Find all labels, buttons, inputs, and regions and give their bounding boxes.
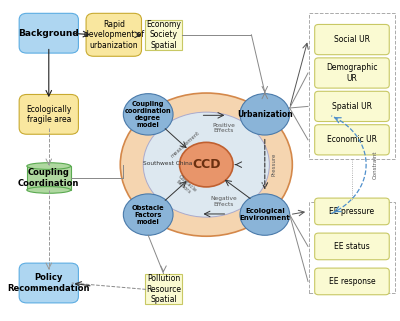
Text: CCD: CCD bbox=[192, 158, 220, 171]
Text: Spatial UR: Spatial UR bbox=[332, 102, 372, 111]
Text: measurement: measurement bbox=[170, 130, 201, 158]
Circle shape bbox=[123, 194, 173, 235]
Text: Rapid
development of
urbanization: Rapid development of urbanization bbox=[84, 20, 144, 50]
Text: Urbanization: Urbanization bbox=[237, 110, 293, 119]
FancyBboxPatch shape bbox=[19, 263, 78, 303]
Text: Negative
Effects: Negative Effects bbox=[210, 196, 237, 207]
Text: Positive
Effects: Positive Effects bbox=[212, 123, 235, 134]
Text: Obstacle
factors: Obstacle factors bbox=[173, 174, 198, 197]
Text: EE status: EE status bbox=[334, 242, 370, 251]
Circle shape bbox=[180, 142, 233, 187]
Circle shape bbox=[143, 112, 269, 217]
Circle shape bbox=[123, 94, 173, 135]
Text: Economy
Society
Spatial: Economy Society Spatial bbox=[146, 20, 181, 50]
Ellipse shape bbox=[27, 187, 71, 193]
FancyBboxPatch shape bbox=[145, 20, 182, 50]
FancyBboxPatch shape bbox=[315, 24, 389, 55]
FancyBboxPatch shape bbox=[145, 274, 182, 305]
FancyBboxPatch shape bbox=[315, 268, 389, 295]
Text: Pressure: Pressure bbox=[272, 153, 277, 176]
FancyBboxPatch shape bbox=[315, 125, 389, 155]
Ellipse shape bbox=[27, 163, 71, 169]
Text: Obstacle
Factors
model: Obstacle Factors model bbox=[132, 204, 164, 225]
Text: Economic UR: Economic UR bbox=[327, 135, 377, 144]
FancyBboxPatch shape bbox=[86, 13, 142, 56]
Text: Ecologically
fragile area: Ecologically fragile area bbox=[26, 105, 72, 124]
Text: Background: Background bbox=[18, 29, 79, 38]
FancyBboxPatch shape bbox=[315, 58, 389, 88]
FancyBboxPatch shape bbox=[315, 198, 389, 225]
Text: Southwest China: Southwest China bbox=[143, 160, 193, 166]
Circle shape bbox=[240, 94, 290, 135]
FancyBboxPatch shape bbox=[309, 202, 395, 292]
Text: Policy
Recommendation: Policy Recommendation bbox=[8, 273, 90, 293]
FancyBboxPatch shape bbox=[19, 13, 78, 53]
Text: Demographic
UR: Demographic UR bbox=[326, 63, 378, 83]
FancyBboxPatch shape bbox=[315, 233, 389, 260]
Text: Social UR: Social UR bbox=[334, 35, 370, 44]
Text: EE response: EE response bbox=[329, 277, 375, 286]
Text: Coupling
Coordination: Coupling Coordination bbox=[18, 168, 80, 188]
Circle shape bbox=[120, 93, 292, 236]
FancyBboxPatch shape bbox=[27, 166, 71, 190]
Text: Constraint: Constraint bbox=[373, 150, 378, 179]
FancyBboxPatch shape bbox=[19, 94, 78, 134]
Circle shape bbox=[240, 194, 290, 235]
Text: Pollution
Resource
Spatial: Pollution Resource Spatial bbox=[146, 274, 181, 304]
FancyBboxPatch shape bbox=[309, 13, 395, 159]
Text: EE pressure: EE pressure bbox=[330, 207, 374, 216]
Text: Ecological
Environment: Ecological Environment bbox=[240, 208, 290, 221]
Text: Coupling
coordination
degree
model: Coupling coordination degree model bbox=[125, 101, 172, 128]
FancyBboxPatch shape bbox=[315, 91, 389, 122]
